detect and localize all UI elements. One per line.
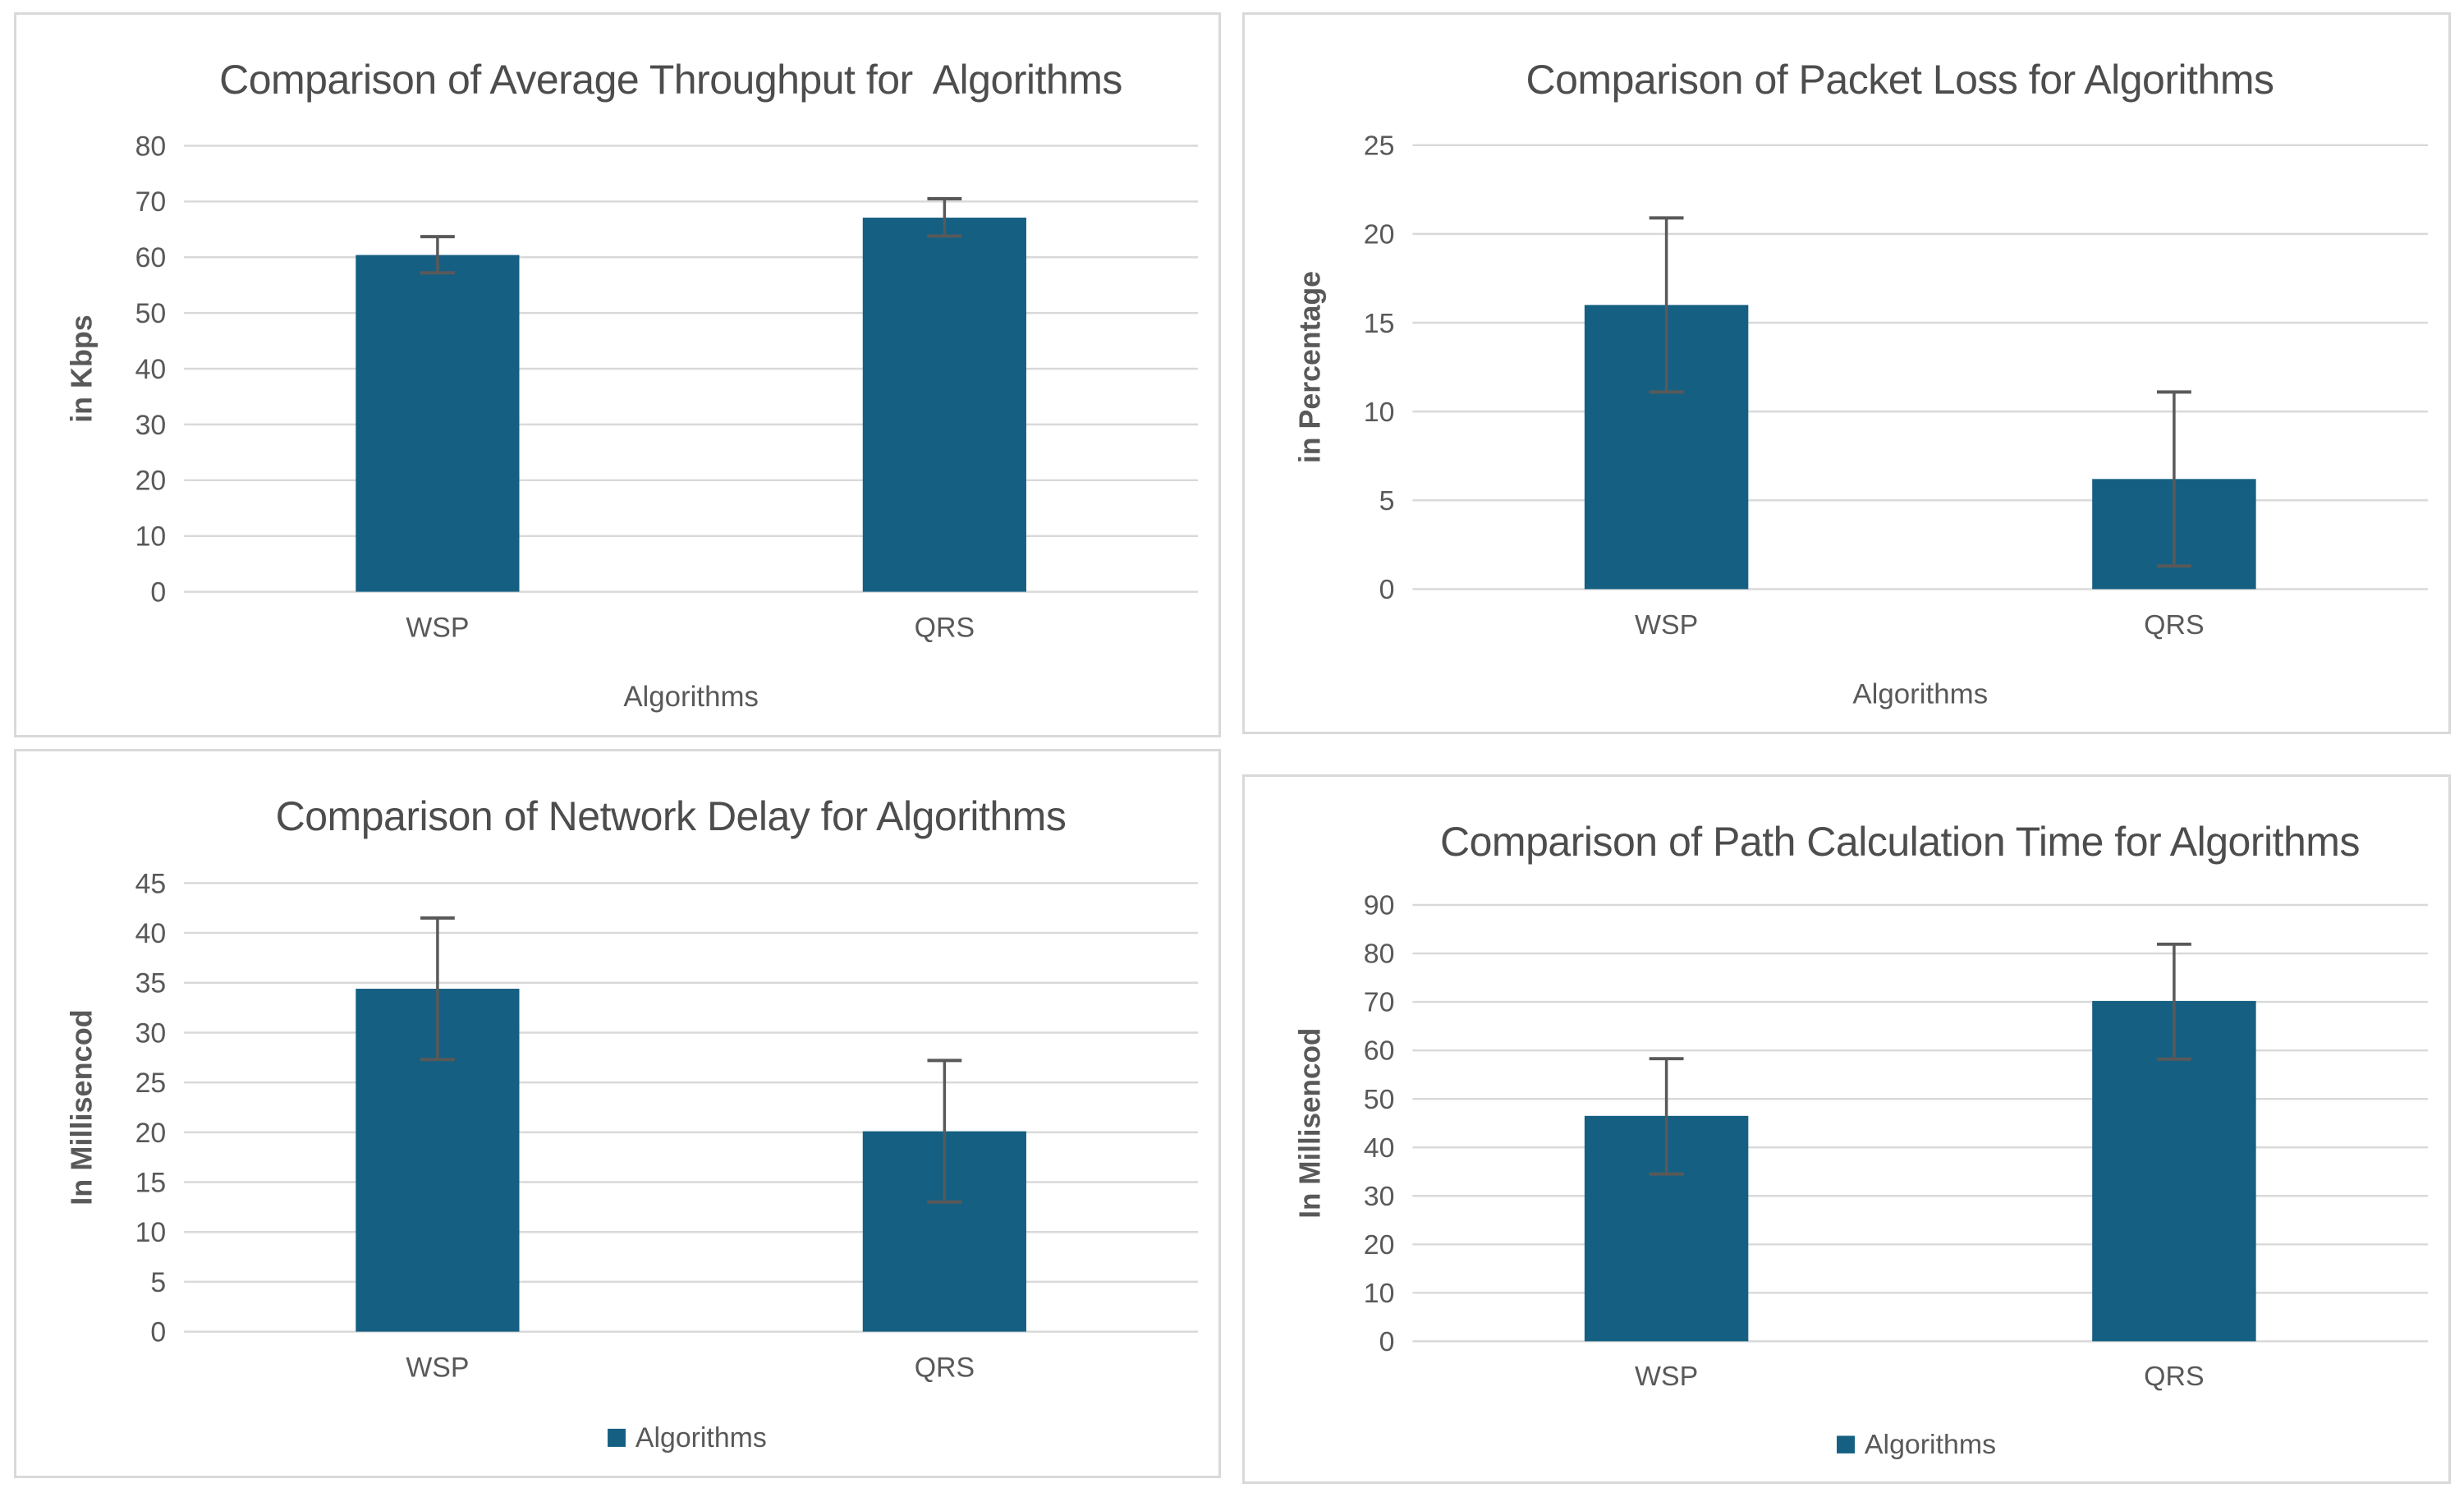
chart-panel-network-delay: 0 5 10 15 20 25 30 35 40 45 In Millisencod WSP QRS Al… bbox=[14, 749, 1221, 1478]
x-category-label: QRS bbox=[2144, 609, 2204, 641]
y-tick-label: 20 bbox=[1364, 1230, 1395, 1261]
legend-label: Algorithms bbox=[636, 1422, 767, 1454]
x-category-label: WSP bbox=[1635, 609, 1698, 641]
y-tick-label: 90 bbox=[1364, 891, 1395, 921]
y-tick-label: 25 bbox=[1364, 131, 1395, 162]
y-tick-label: 10 bbox=[1364, 397, 1395, 428]
x-category-label: WSP bbox=[406, 612, 469, 643]
y-tick-label: 80 bbox=[135, 131, 167, 162]
y-tick-label: 5 bbox=[150, 1267, 166, 1298]
chart-panel-packet-loss: 0 5 10 15 20 25 in Percentage WSP QRS Algorithms … bbox=[1242, 12, 2451, 734]
y-tick-label: 40 bbox=[135, 354, 167, 385]
y-tick-label: 10 bbox=[135, 1217, 167, 1248]
chart-title: Comparison of Average Throughput for Alg… bbox=[219, 57, 1122, 103]
y-tick-label: 50 bbox=[1364, 1085, 1395, 1115]
x-category-label: QRS bbox=[915, 1353, 975, 1384]
y-tick-label: 60 bbox=[135, 242, 167, 273]
y-tick-label: 0 bbox=[150, 1316, 166, 1348]
x-axis-title: Algorithms bbox=[623, 681, 759, 713]
y-tick-label: 50 bbox=[135, 298, 167, 329]
bar-chart-packet-loss: 0 5 10 15 20 25 in Percentage WSP QRS Algorithms bbox=[1294, 131, 2429, 710]
y-tick-label: 5 bbox=[1379, 485, 1395, 517]
chart-panel-path-calculation-time: 0 10 20 30 40 50 60 70 80 90 In Millisencod WSP QRS A… bbox=[1242, 774, 2451, 1484]
y-axis-title: in Kbps bbox=[66, 315, 99, 423]
chart-title: Comparison of Packet Loss for Algorithms bbox=[1526, 57, 2274, 103]
x-axis-title: Algorithms bbox=[1852, 677, 1988, 710]
y-tick-label: 0 bbox=[1379, 1327, 1395, 1357]
y-tick-label: 20 bbox=[1364, 219, 1395, 250]
y-tick-label: 20 bbox=[135, 466, 167, 497]
y-tick-label: 10 bbox=[1364, 1279, 1395, 1309]
x-category-label: WSP bbox=[1635, 1362, 1698, 1392]
y-tick-label: 0 bbox=[150, 576, 166, 608]
y-tick-label: 70 bbox=[1364, 988, 1395, 1018]
legend-label: Algorithms bbox=[1865, 1430, 1996, 1460]
y-tick-label: 45 bbox=[135, 868, 167, 899]
y-tick-label: 15 bbox=[1364, 308, 1395, 339]
y-tick-label: 0 bbox=[1379, 574, 1395, 605]
y-tick-label: 30 bbox=[135, 410, 167, 441]
y-tick-label: 20 bbox=[135, 1118, 167, 1149]
y-tick-label: 80 bbox=[1364, 939, 1395, 970]
x-category-label: QRS bbox=[2144, 1362, 2204, 1392]
x-category-label: WSP bbox=[406, 1353, 469, 1384]
bar-chart-average-throughput: 0 10 20 30 40 50 60 70 80 in Kbps WSP QRS Algorithms bbox=[66, 131, 1199, 713]
y-tick-label: 40 bbox=[1364, 1133, 1395, 1164]
x-category-label: QRS bbox=[915, 612, 975, 643]
y-tick-label: 30 bbox=[135, 1017, 167, 1049]
bar-chart-path-calculation-time: 0 10 20 30 40 50 60 70 80 90 In Millisencod WSP QRS A… bbox=[1293, 891, 2429, 1460]
y-tick-label: 15 bbox=[135, 1167, 167, 1198]
y-tick-label: 60 bbox=[1364, 1036, 1395, 1067]
bar-chart-network-delay: 0 5 10 15 20 25 30 35 40 45 In Millisencod WSP QRS Al… bbox=[65, 868, 1199, 1454]
y-axis-title: in Percentage bbox=[1294, 271, 1327, 463]
y-tick-label: 10 bbox=[135, 521, 167, 553]
bar-wsp bbox=[356, 255, 520, 592]
y-tick-label: 40 bbox=[135, 918, 167, 949]
y-tick-label: 25 bbox=[135, 1068, 167, 1099]
y-tick-label: 30 bbox=[1364, 1182, 1395, 1212]
y-axis-title: In Millisencod bbox=[65, 1009, 99, 1205]
chart-title: Comparison of Path Calculation Time for … bbox=[1440, 819, 2360, 865]
y-tick-label: 70 bbox=[135, 186, 167, 218]
legend-marker bbox=[1837, 1435, 1855, 1454]
chart-panel-average-throughput: 0 10 20 30 40 50 60 70 80 in Kbps WSP QRS Algorithms… bbox=[14, 12, 1221, 737]
y-axis-title: In Millisencod bbox=[1293, 1028, 1326, 1219]
bar-qrs bbox=[862, 218, 1026, 592]
y-tick-label: 35 bbox=[135, 968, 167, 999]
legend-marker bbox=[608, 1428, 626, 1447]
chart-title: Comparison of Network Delay for Algorith… bbox=[275, 793, 1067, 839]
